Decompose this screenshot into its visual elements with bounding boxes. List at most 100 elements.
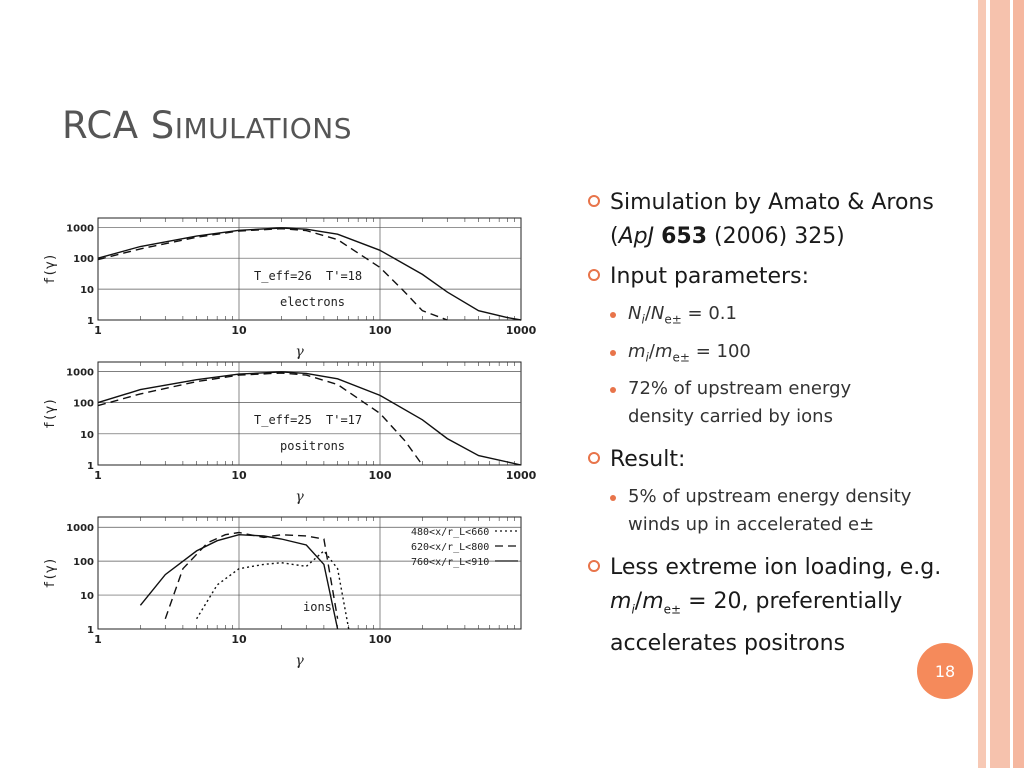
series-line xyxy=(97,227,522,321)
journal-volume: 653 xyxy=(661,224,708,249)
y-tick-label: 100 xyxy=(73,254,94,265)
sub-bullet-ni-ne: Ni/Ne± = 0.1 xyxy=(588,300,968,334)
title-main: RCA S xyxy=(62,104,175,147)
y-tick-label: 10 xyxy=(80,285,94,296)
subscript-e: e± xyxy=(663,602,682,617)
bullet-marker-icon xyxy=(588,560,600,573)
legend-label: 620<x/r_L<800 xyxy=(411,542,489,553)
subscript-i: i xyxy=(631,602,635,617)
annotation-text: positrons xyxy=(280,439,345,453)
y-axis-label: f(γ) xyxy=(43,398,58,429)
bullet-text: Simulation by Amato & Arons xyxy=(610,190,934,215)
simulation-figure: 1 10 100 1000 1 10 100 1000 γ f(γ) T_eff=26 T'=18 el… xyxy=(43,217,537,669)
x-tick-label: 100 xyxy=(369,324,392,337)
slide-title: RCA SIMULATIONS xyxy=(62,104,352,147)
journal-name: ApJ xyxy=(618,224,655,249)
symbol-m: m xyxy=(610,589,632,615)
series-line xyxy=(139,533,339,630)
plot-frame xyxy=(97,516,522,630)
annotation-text: T'=18 xyxy=(326,269,362,283)
annotation-text: ions xyxy=(303,600,332,614)
page-number: 18 xyxy=(934,661,956,681)
value: = 100 xyxy=(695,340,751,362)
symbol-m: m xyxy=(642,589,664,615)
y-axis-label: f(γ) xyxy=(43,253,58,284)
legend-label: 480<x/r_L<660 xyxy=(411,527,489,538)
x-tick-label: 1 xyxy=(94,469,102,482)
bullet-text: ( xyxy=(610,224,619,249)
x-tick-label: 1 xyxy=(94,324,102,337)
x-tick-label: 10 xyxy=(231,633,247,646)
page-number-badge: 18 xyxy=(917,643,973,699)
bullet-input-params: Input parameters: xyxy=(588,260,968,294)
x-tick-label: 1 xyxy=(94,633,102,646)
y-tick-label: 1 xyxy=(87,625,94,636)
bullet-text: = 20, preferentially xyxy=(688,589,903,615)
bullet-text: 5% of upstream energy density xyxy=(628,486,912,508)
decor-stripe xyxy=(990,0,1010,768)
y-tick-label: 100 xyxy=(73,399,94,410)
y-tick-label: 1000 xyxy=(66,523,94,534)
y-axis-label: f(γ) xyxy=(43,557,58,588)
annotation-text: T_eff=25 xyxy=(254,413,312,427)
x-axis-label: γ xyxy=(295,489,304,505)
y-tick-label: 10 xyxy=(80,591,94,602)
x-axis-label: γ xyxy=(295,344,304,360)
annotation-text: T_eff=26 xyxy=(254,269,312,283)
title-rest: IMULATIONS xyxy=(174,112,353,145)
bullet-marker-icon xyxy=(588,452,600,465)
symbol-m: m xyxy=(628,340,646,362)
bullet-text: Input parameters: xyxy=(610,264,809,289)
slash: / xyxy=(648,340,655,362)
symbol-m: m xyxy=(654,340,673,362)
x-tick-label: 1000 xyxy=(506,469,537,482)
y-tick-label: 1000 xyxy=(66,223,94,234)
bullet-result: Result: xyxy=(588,443,968,477)
x-tick-label: 10 xyxy=(231,324,247,337)
annotation-text: T'=17 xyxy=(326,413,362,427)
subscript-e: e± xyxy=(672,350,690,365)
bullet-text: 72% of upstream energy xyxy=(628,378,852,400)
bullet-text: Result: xyxy=(610,447,686,473)
subscript-i: i xyxy=(645,350,649,365)
annotation-text: electrons xyxy=(280,295,345,309)
bullet-text: (2006) 325) xyxy=(714,224,845,249)
y-tick-label: 1 xyxy=(87,316,94,327)
subscript-i: i xyxy=(641,312,645,327)
x-tick-label: 10 xyxy=(231,469,247,482)
bullet-simulation: Simulation by Amato & Arons (ApJ 653 (20… xyxy=(588,186,968,254)
sub-bullet-result: 5% of upstream energy density winds up i… xyxy=(588,483,968,539)
decor-stripe xyxy=(978,0,986,768)
series-line xyxy=(97,371,522,466)
bullet-list: Simulation by Amato & Arons (ApJ 653 (20… xyxy=(588,186,968,667)
symbol-n: N xyxy=(650,303,665,324)
plot-frame xyxy=(97,361,522,466)
y-tick-label: 1 xyxy=(87,461,94,472)
sub-bullet-energy-ions: 72% of upstream energy density carried b… xyxy=(588,375,968,431)
bullet-text: density carried by ions xyxy=(628,406,833,428)
series-line xyxy=(97,372,423,466)
y-tick-label: 100 xyxy=(73,557,94,568)
x-tick-label: 100 xyxy=(369,469,392,482)
decor-stripe xyxy=(1013,0,1024,768)
plot-frame xyxy=(97,217,522,321)
y-tick-label: 1000 xyxy=(66,367,94,378)
slash: / xyxy=(634,589,643,615)
x-tick-label: 1000 xyxy=(506,324,537,337)
legend-label: 760<x/r_L<910 xyxy=(411,557,489,568)
sub-bullet-dot-icon xyxy=(610,495,616,502)
sub-bullet-mi-me: mi/me± = 100 xyxy=(588,338,968,372)
bullet-marker-icon xyxy=(588,195,600,207)
sub-bullet-dot-icon xyxy=(610,349,616,356)
series-line xyxy=(97,227,448,321)
bullet-ion-loading: Less extreme ion loading, e.g. mi/me± = … xyxy=(588,551,968,660)
bullet-text: accelerates positrons xyxy=(610,630,846,656)
bullet-text: Less extreme ion loading, e.g. xyxy=(610,555,942,581)
bullet-text: winds up in accelerated e± xyxy=(628,514,875,536)
y-tick-label: 10 xyxy=(80,430,94,441)
sub-bullet-dot-icon xyxy=(610,387,616,394)
sub-bullet-dot-icon xyxy=(610,312,616,318)
symbol-n: N xyxy=(628,303,642,324)
x-tick-label: 100 xyxy=(369,633,392,646)
bullet-marker-icon xyxy=(588,269,600,281)
